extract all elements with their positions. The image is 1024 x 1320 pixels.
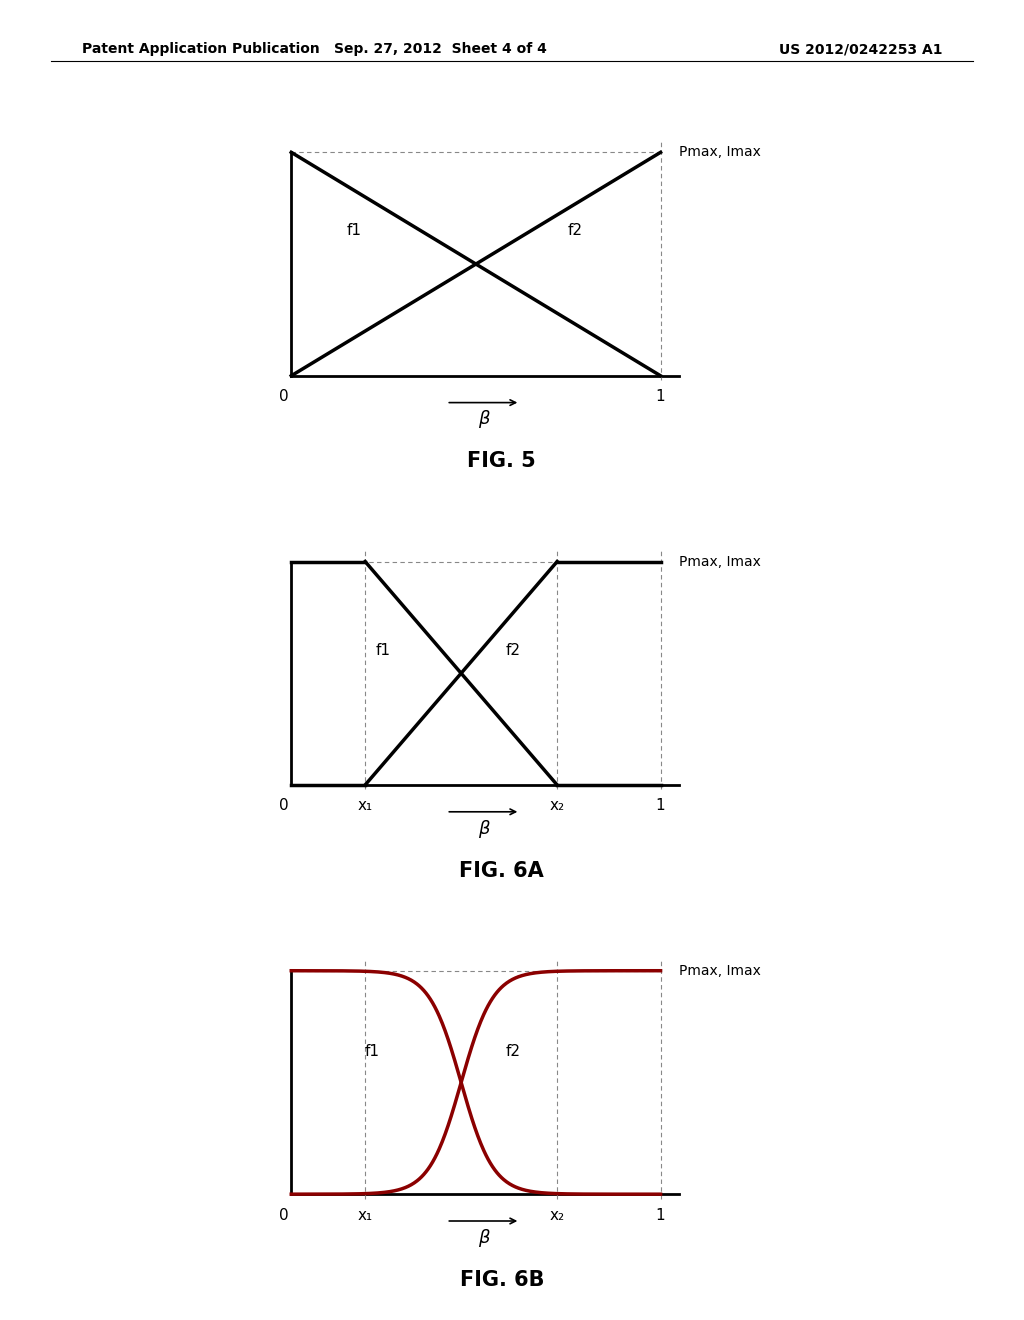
Text: 0: 0 [280, 1208, 289, 1222]
Text: f1: f1 [346, 223, 361, 238]
Text: f1: f1 [365, 1044, 380, 1059]
Text: 0: 0 [280, 389, 289, 404]
Text: 1: 1 [655, 389, 666, 404]
Text: x₂: x₂ [550, 799, 564, 813]
Text: x₂: x₂ [550, 1208, 564, 1222]
Text: β: β [477, 1229, 489, 1247]
Text: 1: 1 [655, 799, 666, 813]
Text: Patent Application Publication: Patent Application Publication [82, 42, 319, 57]
Text: 1: 1 [655, 1208, 666, 1222]
Text: x₁: x₁ [357, 1208, 373, 1222]
Text: 0: 0 [280, 799, 289, 813]
Text: FIG. 5: FIG. 5 [467, 451, 537, 471]
Text: Sep. 27, 2012  Sheet 4 of 4: Sep. 27, 2012 Sheet 4 of 4 [334, 42, 547, 57]
Text: US 2012/0242253 A1: US 2012/0242253 A1 [778, 42, 942, 57]
Text: β: β [477, 411, 489, 429]
Text: Pmax, Imax: Pmax, Imax [679, 145, 761, 160]
Text: FIG. 6A: FIG. 6A [460, 861, 544, 880]
Text: f2: f2 [505, 1044, 520, 1059]
Text: f2: f2 [505, 643, 520, 659]
Text: FIG. 6B: FIG. 6B [460, 1270, 544, 1290]
Text: x₁: x₁ [357, 799, 373, 813]
Text: Pmax, Imax: Pmax, Imax [679, 554, 761, 569]
Text: f2: f2 [568, 223, 583, 238]
Text: f1: f1 [376, 643, 391, 659]
Text: β: β [477, 820, 489, 838]
Text: Pmax, Imax: Pmax, Imax [679, 964, 761, 978]
